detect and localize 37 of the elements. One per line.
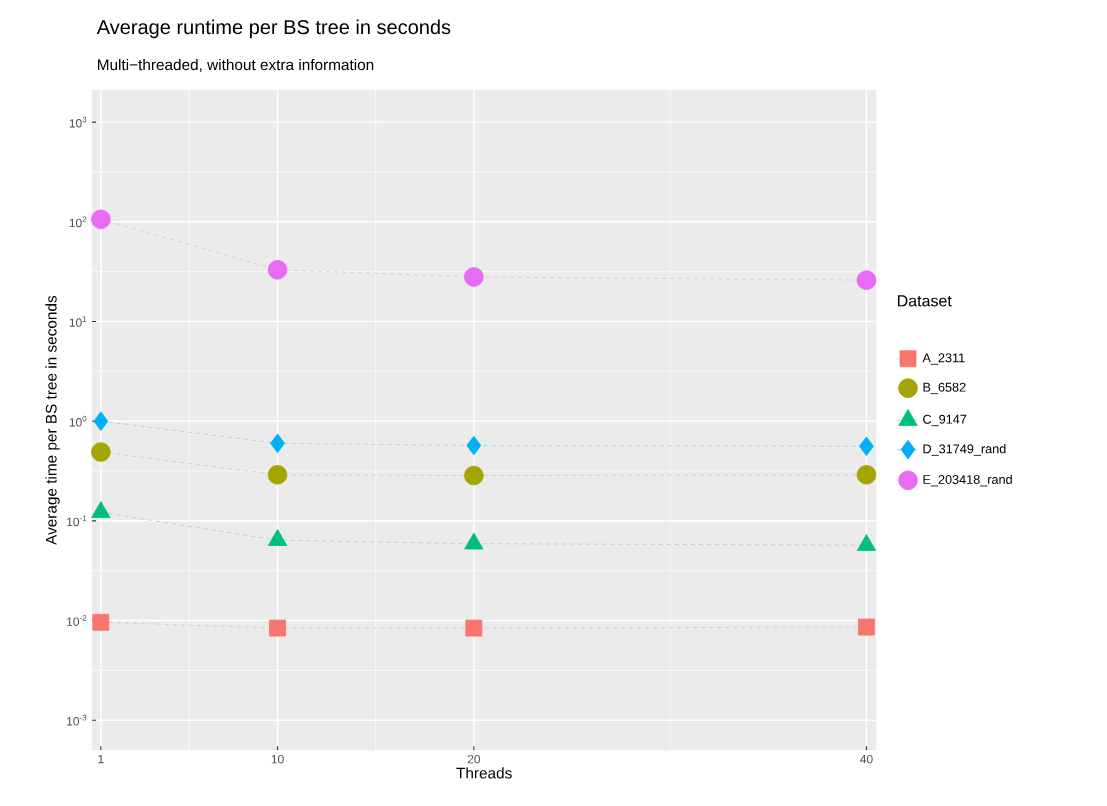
point <box>464 267 484 287</box>
x-tick-label: 20 <box>467 754 481 764</box>
point <box>267 464 288 485</box>
y-tick-label: 10$^{-1}$ <box>67 515 87 527</box>
x-tick-label: 40 <box>860 754 873 764</box>
x-tick-label: 1 <box>98 754 104 764</box>
y-tick-label: 10$^{3}$ <box>69 116 87 128</box>
point <box>466 435 482 456</box>
x-axis-title: Threads <box>456 767 512 779</box>
legend-label: E_203418_rand <box>923 474 1012 487</box>
y-tick-label: 10$^{2}$ <box>69 216 87 228</box>
point <box>858 618 875 636</box>
point <box>92 613 110 631</box>
x-tick-label: 10 <box>271 754 284 764</box>
chart-title: Average runtime per BS tree in seconds <box>96 19 451 39</box>
point <box>270 433 285 453</box>
point <box>91 442 111 462</box>
point <box>859 436 874 456</box>
point <box>269 619 286 637</box>
y-tick-label: 10$^{-2}$ <box>67 615 87 626</box>
legend-label: C_9147 <box>923 414 967 426</box>
point <box>465 619 483 637</box>
y-tick-label: 10$^{-3}$ <box>67 714 87 726</box>
y-tick-label: 10$^{0}$ <box>69 415 87 427</box>
legend-title: Dataset <box>897 295 952 307</box>
chart-subtitle: Multi−threaded, without extra information <box>98 58 374 72</box>
y-tick-label: 10$^{1}$ <box>69 316 87 327</box>
point <box>91 209 111 229</box>
point <box>856 270 877 290</box>
point <box>267 259 288 280</box>
legend-label: B_6582 <box>923 382 966 394</box>
legend-label: D_31749_rand <box>923 443 1006 456</box>
y-axis-title: Average time per BS tree in seconds <box>45 295 60 545</box>
point <box>464 465 484 486</box>
point <box>856 464 877 485</box>
legend-label: A_2311 <box>922 353 965 365</box>
point <box>93 411 109 431</box>
